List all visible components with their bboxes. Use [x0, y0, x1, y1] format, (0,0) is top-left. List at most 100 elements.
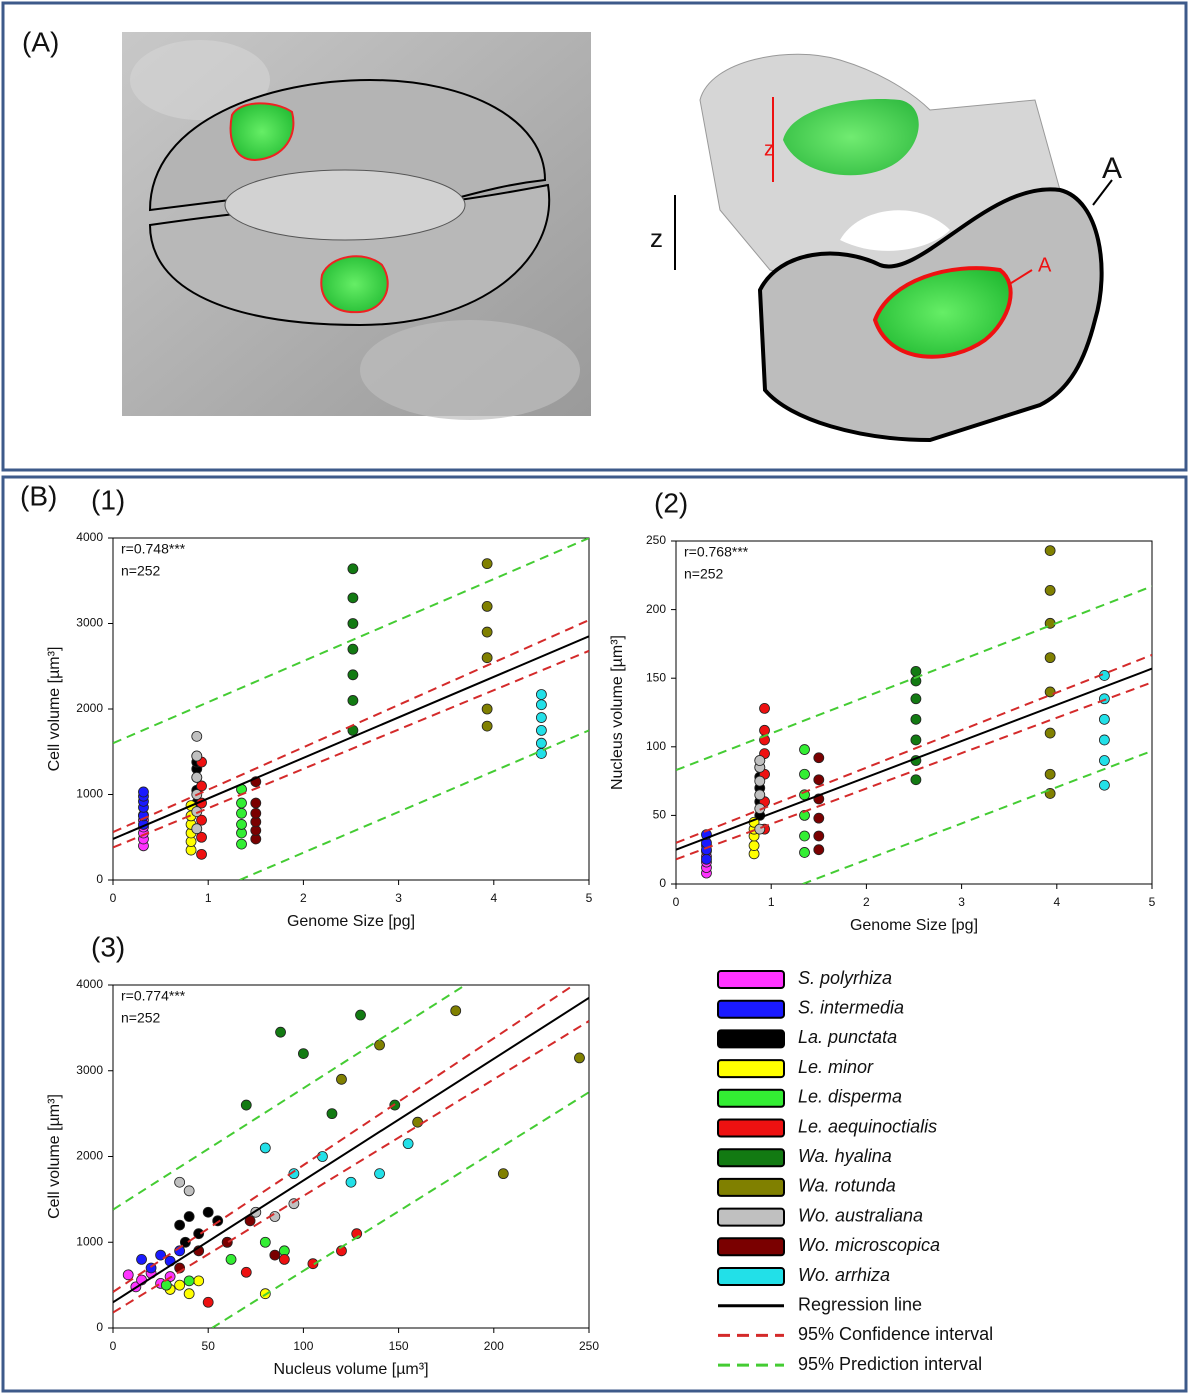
data-point	[221, 1236, 233, 1248]
data-point	[910, 774, 922, 786]
data-point	[813, 774, 825, 786]
data-point	[183, 1185, 195, 1197]
micrograph	[122, 32, 591, 420]
legend-swatch	[717, 1118, 785, 1138]
chart-label: (3)	[91, 931, 125, 962]
data-point	[196, 831, 207, 843]
legend-label: S. intermedia	[798, 997, 904, 1017]
diagram-label: A	[1102, 152, 1122, 185]
data-point	[345, 1176, 357, 1188]
data-point	[574, 1052, 585, 1064]
fit-line	[676, 585, 1152, 772]
data-point	[536, 712, 547, 723]
data-point	[481, 720, 493, 732]
data-point	[497, 1168, 509, 1180]
x-tick-label: 1	[768, 895, 775, 909]
data-point	[910, 665, 922, 677]
data-point	[701, 853, 712, 865]
data-point	[1099, 713, 1110, 725]
legend-label: 95% Confidence interval	[798, 1324, 993, 1344]
legend-swatch	[717, 1177, 785, 1197]
fit-line	[676, 681, 1152, 861]
data-point	[813, 812, 825, 824]
data-point	[1099, 734, 1110, 746]
data-point	[336, 1245, 347, 1257]
data-point	[347, 695, 359, 706]
data-point	[481, 652, 493, 664]
fit-line	[113, 649, 589, 849]
data-point	[536, 724, 547, 736]
data-point	[278, 1254, 290, 1265]
legend-label: S. polyrhiza	[798, 968, 892, 988]
data-point	[122, 1269, 134, 1281]
chart-label: (1)	[91, 484, 125, 515]
legend-swatch	[717, 1267, 785, 1286]
data-point	[174, 1176, 186, 1188]
x-tick-label: 5	[1149, 895, 1156, 909]
data-point	[196, 848, 207, 860]
data-point	[225, 1254, 237, 1265]
data-point	[799, 830, 810, 842]
plot-frame	[675, 540, 1153, 885]
fit-line	[113, 635, 589, 840]
legend-swatch	[717, 1029, 785, 1049]
data-point	[1044, 652, 1056, 664]
x-tick-label: 150	[389, 1339, 409, 1353]
data-point	[240, 1266, 252, 1278]
legend-swatch	[717, 1148, 785, 1168]
data-point	[183, 1211, 195, 1222]
data-point	[250, 797, 262, 809]
data-point	[799, 810, 810, 821]
x-tick-label: 4	[490, 891, 497, 905]
stat-annotation: n=252	[121, 563, 161, 579]
data-point	[1044, 545, 1056, 557]
data-point	[183, 1275, 195, 1287]
data-point	[402, 1138, 414, 1150]
plot-area	[113, 538, 589, 880]
data-point	[275, 1026, 286, 1038]
data-point	[336, 1073, 347, 1085]
y-tick-label: 150	[646, 670, 666, 684]
data-point	[347, 669, 359, 681]
data-point	[813, 830, 825, 842]
data-point	[136, 1254, 147, 1265]
data-point	[412, 1116, 424, 1128]
fit-line	[239, 729, 589, 880]
fit-line	[113, 1020, 589, 1314]
legend-swatch	[717, 1237, 785, 1257]
data-point	[240, 1099, 252, 1111]
x-tick-label: 0	[110, 891, 117, 905]
panel-label: (A)	[22, 26, 59, 57]
fit-line	[676, 667, 1152, 851]
y-tick-label: 2000	[76, 1149, 103, 1163]
legend-label: Wo. arrhiza	[798, 1265, 890, 1285]
x-tick-label: 0	[673, 895, 680, 909]
data-point	[347, 592, 359, 604]
data-point	[536, 699, 547, 711]
data-point	[1044, 768, 1056, 780]
legend-label: Wo. microscopica	[798, 1235, 940, 1255]
x-tick-label: 1	[205, 891, 212, 905]
data-point	[193, 1275, 205, 1287]
fit-line	[676, 653, 1152, 844]
stat-annotation: n=252	[684, 566, 724, 582]
y-axis-label: Cell volume [µm³]	[46, 1094, 63, 1219]
legend-swatch	[717, 1088, 785, 1108]
y-tick-label: 2000	[76, 701, 103, 715]
data-point	[450, 1005, 462, 1017]
y-tick-label: 4000	[76, 530, 103, 544]
data-point	[910, 734, 922, 746]
x-axis-label: Genome Size [pg]	[850, 917, 978, 934]
x-tick-label: 200	[484, 1339, 504, 1353]
y-tick-label: 200	[646, 602, 666, 616]
data-point	[179, 1236, 191, 1248]
data-point	[307, 1258, 319, 1270]
data-point	[191, 772, 203, 783]
legend-label: Le. minor	[798, 1057, 874, 1077]
data-point	[910, 713, 922, 725]
y-tick-label: 4000	[76, 977, 103, 991]
x-tick-label: 250	[579, 1339, 599, 1353]
y-tick-label: 3000	[76, 616, 103, 630]
data-point	[259, 1236, 271, 1248]
